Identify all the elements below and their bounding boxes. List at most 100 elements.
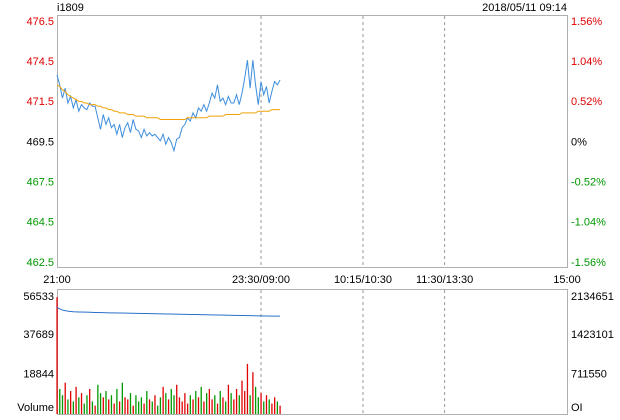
volume-bar: [265, 395, 268, 414]
volume-bar: [138, 401, 140, 414]
volume-bar: [211, 399, 213, 414]
volume-bar: [184, 393, 186, 414]
volume-bar: [214, 395, 216, 414]
volume-bar: [59, 388, 61, 414]
volume-bar: [70, 391, 72, 414]
volume-bar: [279, 405, 281, 414]
volume-bar: [75, 386, 77, 414]
volume-bar: [192, 399, 194, 414]
y2-tick-label: 1.04%: [571, 56, 602, 68]
volume-bar: [162, 386, 164, 414]
x-tick-label: 23:30/09:00: [232, 274, 290, 286]
volume-bar: [129, 393, 132, 414]
y-axis-label: Volume: [17, 402, 54, 414]
y2-tick-label: 1.56%: [571, 16, 602, 28]
volume-bar: [222, 397, 224, 414]
volume-bar: [189, 395, 191, 414]
volume-bar: [241, 380, 243, 414]
volume-bar: [176, 384, 178, 414]
volume-bar: [208, 388, 211, 414]
volume-bar: [181, 401, 183, 414]
volume-bar: [94, 405, 96, 414]
y-tick-label: 464.5: [26, 217, 54, 229]
volume-bar: [157, 405, 159, 414]
y-tick-label: 37689: [23, 329, 54, 341]
volume-bar: [143, 403, 145, 414]
y-tick-label: 474.5: [26, 56, 54, 68]
volume-bar: [230, 393, 232, 414]
volume-bar: [238, 395, 240, 414]
volume-bar: [200, 386, 202, 414]
volume-bar: [195, 391, 197, 414]
volume-bar: [244, 391, 246, 414]
y2-axis-label: OI: [571, 402, 583, 414]
volume-bar: [276, 401, 279, 414]
price-frame: [57, 15, 568, 268]
volume-bar: [121, 382, 123, 414]
y-tick-label: 469.5: [26, 136, 54, 148]
x-tick-label: 15:00: [553, 274, 581, 286]
volume-bar: [159, 397, 162, 414]
x-tick-label: 21:00: [43, 274, 71, 286]
volume-bar: [219, 391, 221, 414]
y2-tick-label: 1423101: [571, 329, 614, 341]
volume-bar: [132, 405, 134, 414]
volume-bar: [151, 401, 153, 414]
volume-bar: [260, 393, 262, 414]
volume-bar: [89, 388, 91, 414]
volume-bar: [99, 393, 102, 414]
volume-bar: [268, 399, 270, 414]
volume-bar: [56, 297, 58, 414]
y-tick-label: 467.5: [26, 177, 54, 189]
y2-tick-label: 0%: [571, 136, 587, 148]
volume-bar: [165, 393, 167, 414]
volume-bar: [86, 395, 88, 414]
x-tick-label: 10:15/10:30: [334, 274, 392, 286]
volume-bar: [64, 382, 66, 414]
y-tick-label: 56533: [23, 291, 54, 303]
volume-bar: [116, 388, 118, 414]
y-tick-label: 476.5: [26, 16, 54, 28]
volume-bar: [110, 395, 113, 414]
volume-bar: [167, 399, 170, 414]
volume-bar: [105, 391, 107, 414]
volume-frame: [57, 289, 568, 415]
volume-bar: [246, 363, 249, 414]
volume-bar: [80, 393, 83, 414]
volume-bar: [148, 399, 151, 414]
volume-bar: [178, 397, 181, 414]
volume-bar: [83, 403, 85, 414]
volume-bar: [206, 393, 208, 414]
volume-bar: [140, 397, 143, 414]
price-line: [56, 60, 281, 153]
volume-bar: [170, 388, 172, 414]
oi-line: [56, 306, 281, 317]
volume-bar: [263, 401, 265, 414]
volume-bar: [216, 403, 219, 414]
volume-bar: [173, 395, 175, 414]
volume-bar: [249, 395, 251, 414]
volume-bar: [67, 399, 69, 414]
volume-bar: [203, 401, 205, 414]
volume-bar: [102, 397, 104, 414]
volume-bar: [274, 397, 276, 414]
volume-bar: [97, 384, 99, 414]
volume-bar: [124, 397, 126, 414]
volume-bar: [135, 395, 137, 414]
y-tick-label: 471.5: [26, 96, 54, 108]
volume-bar: [146, 391, 148, 414]
y2-tick-label: 0.52%: [571, 96, 602, 108]
volume-bar: [78, 397, 80, 414]
y2-tick-label: 2134651: [571, 291, 614, 303]
volume-bar: [225, 401, 227, 414]
volume-bar: [61, 395, 64, 414]
volume-bar: [118, 401, 121, 414]
price-line: [56, 84, 281, 120]
volume-bar: [254, 386, 257, 414]
volume-bar: [113, 403, 115, 414]
timestamp: 2018/05/11 09:14: [482, 2, 567, 14]
volume-bar: [186, 403, 189, 414]
y-tick-label: 462.5: [26, 257, 54, 269]
volume-bar: [235, 388, 238, 414]
